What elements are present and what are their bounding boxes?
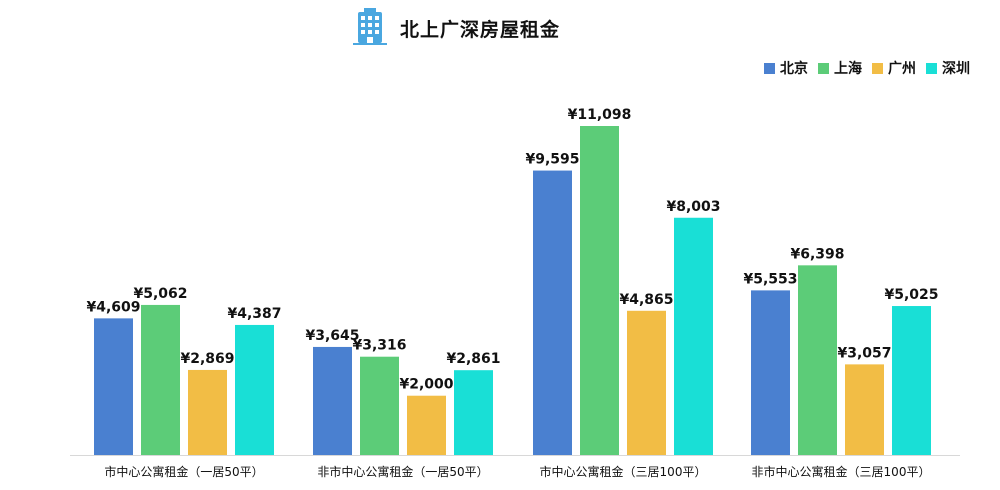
legend-label: 北京	[780, 61, 808, 77]
data-label: ¥4,387	[227, 306, 281, 322]
data-label: ¥3,645	[305, 328, 359, 344]
legend-label: 深圳	[942, 61, 970, 77]
bar	[188, 369, 227, 455]
building-icon	[350, 6, 390, 50]
bar	[580, 126, 619, 455]
data-label: ¥6,398	[790, 246, 844, 262]
bar	[892, 306, 931, 455]
data-label: ¥4,865	[619, 292, 673, 308]
bar	[454, 370, 493, 455]
category-label: 市中心公寓租金（一居50平）	[104, 464, 263, 479]
data-label: ¥5,062	[133, 286, 187, 302]
category-label: 市中心公寓租金（三居100平）	[540, 464, 707, 479]
bar	[627, 310, 666, 455]
data-label: ¥11,098	[568, 107, 632, 123]
bar	[360, 356, 399, 455]
data-label: ¥9,595	[525, 152, 579, 168]
data-label: ¥5,025	[884, 287, 938, 303]
bar	[141, 304, 180, 455]
data-label: ¥2,000	[399, 377, 453, 393]
chart-legend: 北京 上海 广州 深圳	[754, 58, 970, 78]
legend-item: 北京	[764, 58, 808, 78]
legend-swatch	[818, 62, 829, 74]
legend-label: 上海	[834, 61, 862, 77]
data-label: ¥8,003	[666, 199, 720, 215]
bar	[674, 217, 713, 455]
bar	[798, 265, 837, 455]
legend-item: 深圳	[926, 58, 970, 78]
legend-item: 广州	[872, 58, 916, 78]
bar	[313, 346, 352, 455]
data-label: ¥3,057	[837, 345, 891, 361]
bar	[94, 318, 133, 455]
data-label: ¥5,553	[743, 271, 797, 287]
data-label: ¥4,609	[86, 299, 140, 315]
bar	[407, 395, 446, 455]
chart-title-area: 北上广深房屋租金	[350, 6, 560, 50]
bar	[235, 324, 274, 455]
bar	[845, 364, 884, 455]
data-label: ¥3,316	[352, 338, 406, 354]
data-label: ¥2,861	[446, 351, 500, 367]
legend-swatch	[926, 62, 937, 74]
category-label: 非市中心公寓租金（一居50平）	[317, 464, 488, 479]
category-label: 非市中心公寓租金（三居100平）	[752, 464, 931, 479]
legend-item: 上海	[818, 58, 862, 78]
chart-title: 北上广深房屋租金	[400, 18, 561, 41]
bar	[751, 290, 790, 455]
legend-swatch	[872, 62, 883, 74]
legend-swatch	[764, 62, 775, 74]
legend-label: 广州	[888, 61, 916, 77]
data-label: ¥2,869	[180, 351, 234, 367]
bar	[533, 170, 572, 456]
